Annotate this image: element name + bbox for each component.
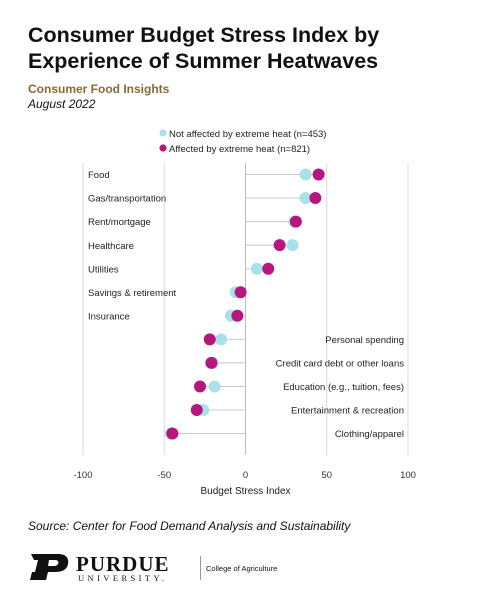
dot-affected	[234, 286, 247, 299]
category-label: Rent/mortgage	[88, 217, 151, 228]
chart-date: August 2022	[28, 97, 96, 111]
legend-label-1: Not affected by extreme heat (n=453)	[169, 129, 326, 140]
purdue-logo: PURDUE UNIVERSITY. College of Agricultur…	[28, 550, 328, 584]
dot-affected	[309, 192, 322, 205]
category-label: Education (e.g., tuition, fees)	[283, 382, 404, 393]
chart-rows: Food Gas/transportation Rent/mortgage Healt…	[88, 168, 405, 440]
category-label: Insurance	[88, 311, 130, 322]
category-label: Gas/transportation	[88, 194, 166, 205]
x-tick-label: -50	[157, 470, 171, 481]
x-tick-label: 0	[243, 470, 248, 481]
dot-affected	[166, 427, 179, 440]
dot-chart: Not affected by extreme heat (n=453) Affe…	[73, 129, 415, 497]
dot-affected	[273, 239, 286, 252]
chart-grid	[82, 163, 409, 455]
legend-marker-2	[159, 144, 167, 152]
dot-affected	[194, 380, 206, 393]
category-label: Personal spending	[325, 335, 404, 346]
dot-affected	[205, 356, 218, 369]
logo-divider	[200, 556, 201, 580]
dot-not-affected	[286, 239, 299, 252]
chart-legend: Not affected by extreme heat (n=453) Affe…	[159, 129, 326, 155]
category-label: Entertainment & recreation	[291, 406, 404, 417]
category-label: Savings & retirement	[88, 288, 177, 299]
category-label: Utilities	[88, 264, 119, 275]
logo-university: UNIVERSITY.	[78, 573, 168, 583]
purdue-p-icon	[30, 554, 69, 580]
x-axis: -100 -50 0 50 100 Budget Stress Index	[73, 470, 415, 497]
chart-subtitle: Consumer Food Insights	[28, 82, 170, 96]
logo-wordmark: PURDUE	[76, 552, 170, 576]
logo-college: College of Agriculture	[206, 564, 278, 573]
category-label: Clothing/apparel	[335, 429, 404, 440]
dot-not-affected	[299, 168, 312, 181]
chart-title: Consumer Budget Stress Index by Experien…	[28, 23, 380, 73]
legend-label-2: Affected by extreme heat (n=821)	[169, 144, 310, 155]
x-tick-label: -100	[73, 470, 92, 481]
dot-affected	[312, 168, 325, 181]
dot-affected	[190, 404, 203, 416]
category-label: Credit card debt or other loans	[276, 359, 405, 370]
dot-affected	[231, 309, 244, 322]
dot-not-affected	[299, 192, 312, 205]
category-label: Food	[88, 170, 110, 181]
source-note: Source: Center for Food Demand Analysis …	[28, 519, 351, 533]
dot-not-affected	[215, 333, 228, 346]
dot-not-affected	[250, 262, 263, 275]
dot-affected	[262, 262, 275, 275]
x-tick-label: 100	[400, 470, 416, 481]
category-label: Healthcare	[88, 241, 134, 252]
legend-marker-1	[159, 129, 167, 137]
x-tick-label: 50	[321, 470, 332, 481]
dot-affected	[289, 215, 302, 228]
dot-affected	[203, 333, 216, 346]
x-axis-label: Budget Stress Index	[200, 486, 290, 497]
dot-not-affected	[208, 380, 221, 393]
